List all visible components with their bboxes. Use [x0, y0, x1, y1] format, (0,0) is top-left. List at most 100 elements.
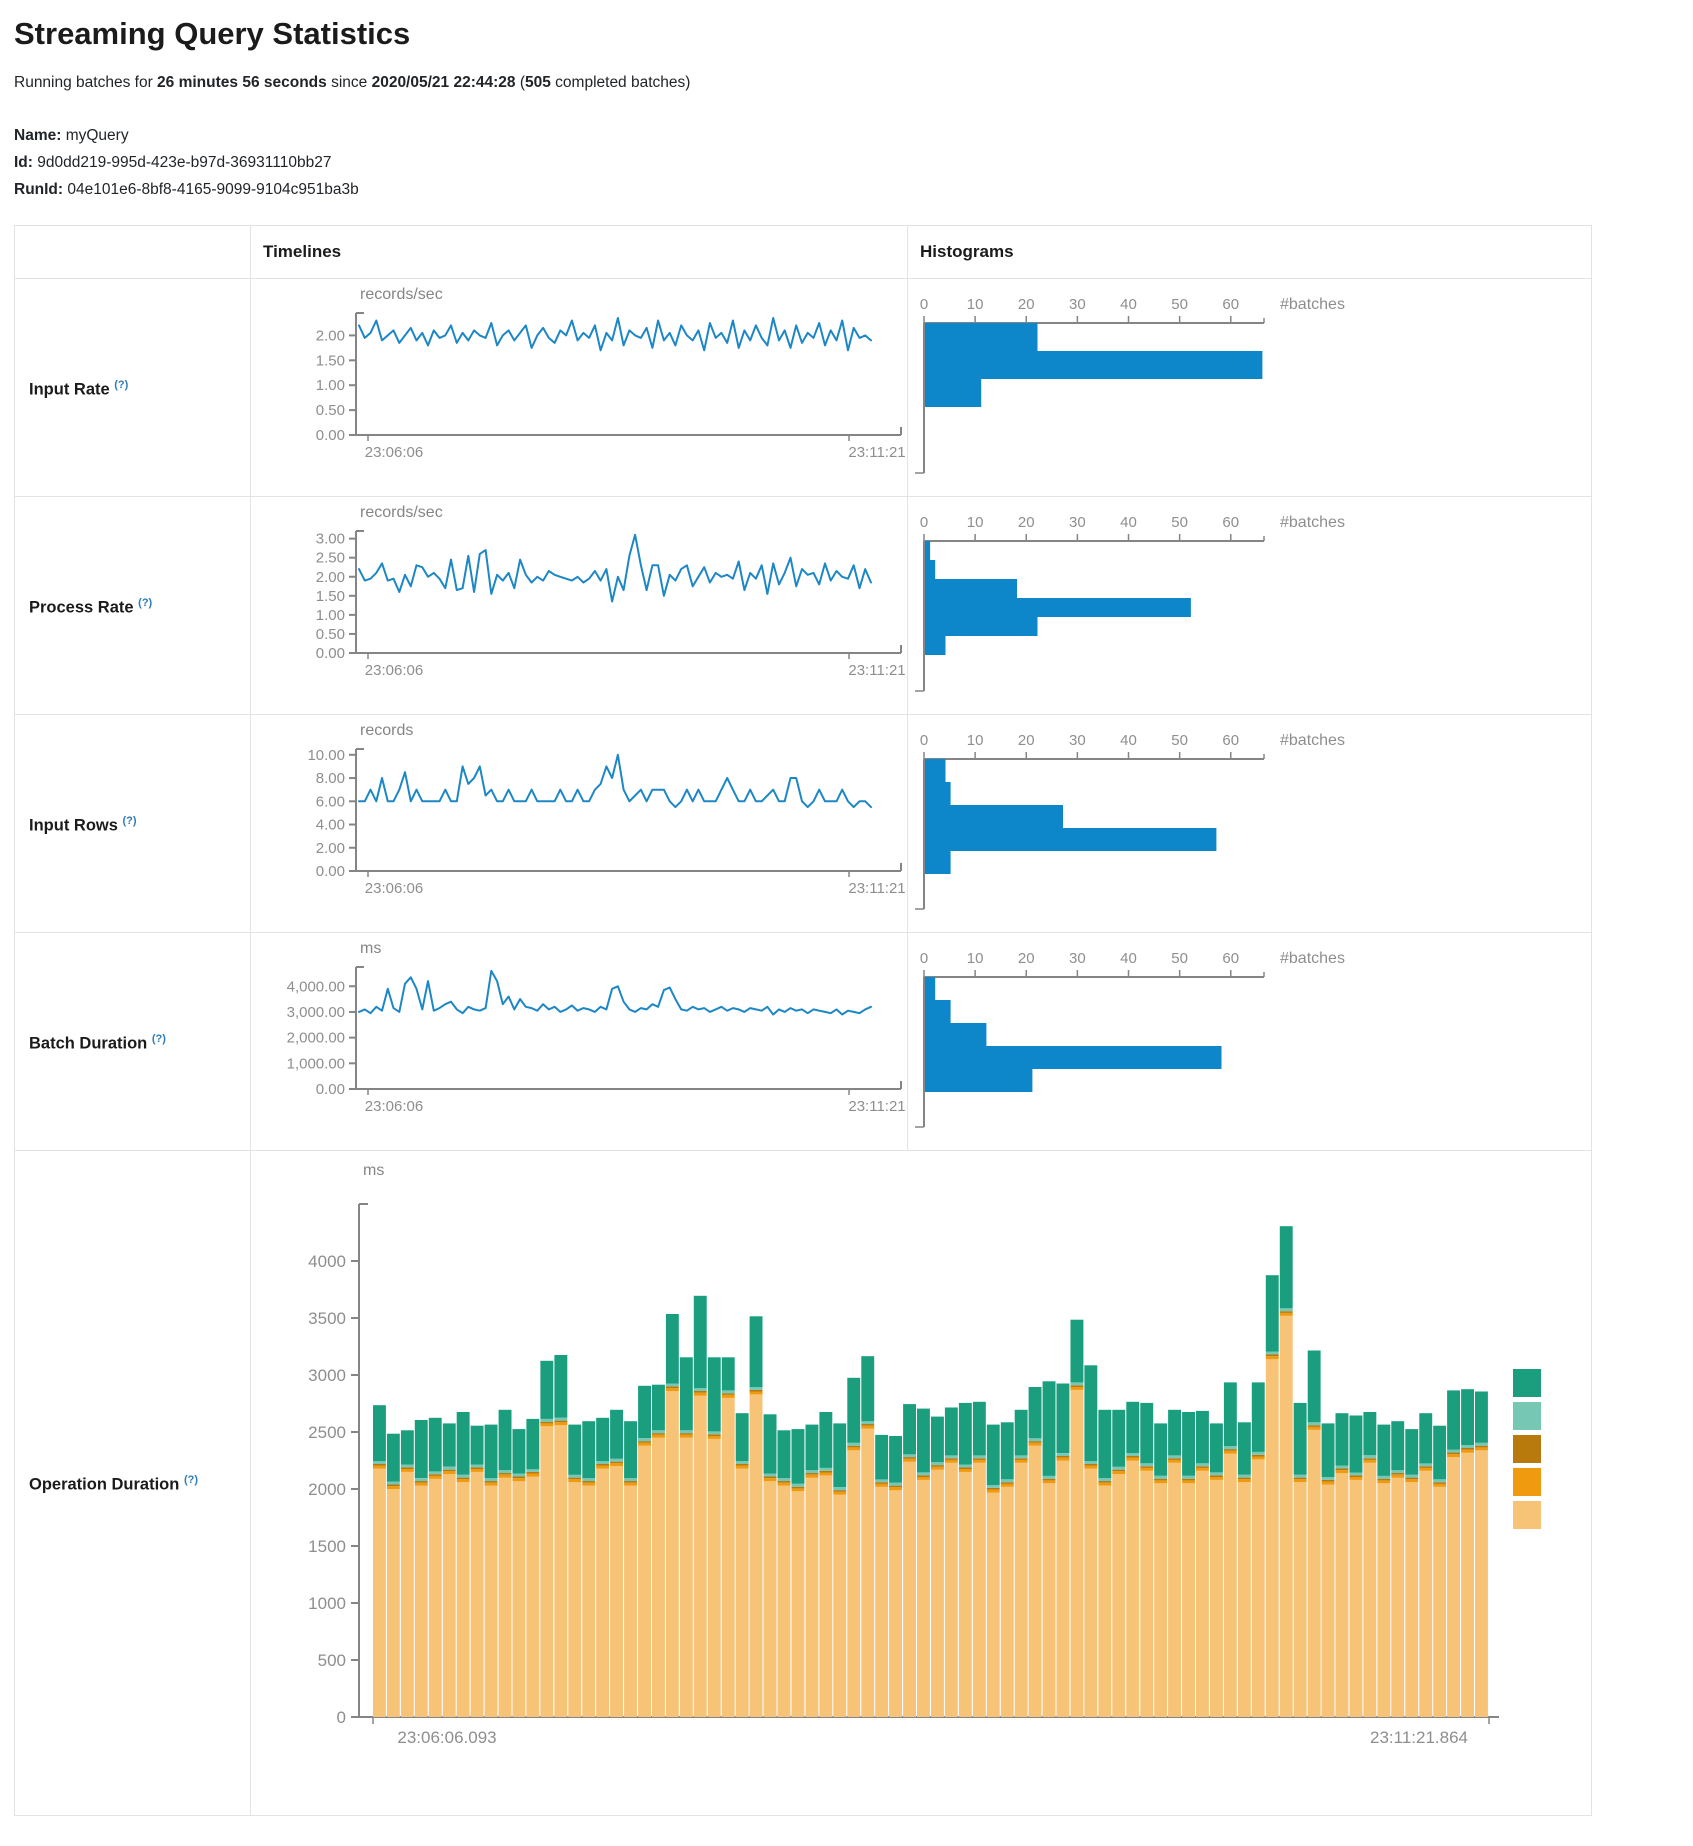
- svg-text:records/sec: records/sec: [360, 286, 443, 303]
- svg-text:1.50: 1.50: [316, 352, 345, 369]
- input-rows-label-cell: Input Rows (?): [14, 714, 251, 933]
- svg-text:40: 40: [1120, 950, 1137, 967]
- query-name-label: Name:: [14, 127, 62, 144]
- svg-text:2500: 2500: [308, 1423, 346, 1442]
- svg-text:23:06:06: 23:06:06: [365, 880, 423, 897]
- svg-text:23:11:21: 23:11:21: [848, 444, 905, 461]
- svg-text:0.50: 0.50: [316, 626, 345, 643]
- query-id-value: 9d0dd219-995d-423e-b97d-36931110bb27: [37, 154, 332, 171]
- svg-text:500: 500: [318, 1651, 346, 1670]
- query-id-label: Id:: [14, 154, 33, 171]
- input-rate-histogram-chart: 0 10 20 30 40 50 60 #batches: [915, 296, 1345, 474]
- batch-duration-label: Batch Duration: [29, 1034, 148, 1053]
- svg-text:20: 20: [1018, 732, 1035, 749]
- process-rate-histogram-cell: 0 10 20 30 40 50 60 #batches: [907, 496, 1592, 715]
- svg-text:30: 30: [1069, 732, 1086, 749]
- svg-text:20: 20: [1018, 514, 1035, 531]
- svg-text:2.00: 2.00: [316, 327, 345, 344]
- svg-text:0.00: 0.00: [316, 645, 345, 662]
- svg-text:2.50: 2.50: [316, 550, 345, 567]
- svg-text:2.00: 2.00: [316, 840, 345, 857]
- svg-text:60: 60: [1222, 296, 1239, 313]
- legend-swatch-dark-gold: [1513, 1435, 1541, 1463]
- summary-prefix: Running batches for: [14, 74, 158, 91]
- svg-text:1.00: 1.00: [316, 377, 345, 394]
- svg-text:3.00: 3.00: [316, 531, 345, 548]
- summary-since: 2020/05/21 22:44:28: [371, 74, 516, 91]
- input-rate-histogram-cell: 0 10 20 30 40 50 60 #batches: [907, 278, 1592, 497]
- svg-text:0.00: 0.00: [316, 427, 345, 444]
- svg-text:0: 0: [920, 950, 928, 967]
- svg-text:#batches: #batches: [1280, 732, 1345, 749]
- svg-text:8.00: 8.00: [316, 770, 345, 787]
- input-rate-timeline-cell: records/sec 0.00 0.50 1.00 1.50 2.00 23:06:06 2…: [250, 278, 908, 497]
- input-rows-help-icon[interactable]: (?): [122, 814, 137, 827]
- svg-text:23:06:06: 23:06:06: [365, 444, 423, 461]
- summary-duration: 26 minutes 56 seconds: [157, 74, 327, 91]
- input-rate-timeline-chart: records/sec 0.00 0.50 1.00 1.50 2.00 23:06:06 2…: [316, 286, 906, 461]
- svg-text:50: 50: [1171, 732, 1188, 749]
- operation-duration-label: Operation Duration: [29, 1475, 180, 1494]
- svg-text:2,000.00: 2,000.00: [287, 1030, 345, 1047]
- legend-swatch-green: [1513, 1369, 1541, 1397]
- svg-text:6.00: 6.00: [316, 793, 345, 810]
- svg-text:23:06:06.093: 23:06:06.093: [397, 1728, 496, 1747]
- process-rate-timeline-chart: records/sec 0.00 0.50 1.00 1.50 2.00 2.50 3.00 2…: [316, 504, 906, 679]
- svg-text:3000: 3000: [308, 1366, 346, 1385]
- input-rate-help-icon[interactable]: (?): [114, 378, 129, 391]
- query-runid-label: RunId:: [14, 181, 64, 198]
- svg-text:1.50: 1.50: [316, 588, 345, 605]
- svg-text:#batches: #batches: [1280, 950, 1345, 967]
- svg-text:4,000.00: 4,000.00: [287, 978, 345, 995]
- query-name-value: myQuery: [65, 127, 129, 144]
- page-title: Streaming Query Statistics: [14, 16, 411, 51]
- svg-text:1500: 1500: [308, 1537, 346, 1556]
- batch-duration-help-icon[interactable]: (?): [151, 1032, 166, 1045]
- svg-text:4000: 4000: [308, 1252, 346, 1271]
- svg-text:records/sec: records/sec: [360, 504, 443, 521]
- query-meta: Name: myQuery Id: 9d0dd219-995d-423e-b97…: [14, 122, 1693, 203]
- timelines-column-header: Timelines: [250, 225, 908, 279]
- svg-text:0: 0: [337, 1708, 346, 1727]
- svg-text:23:06:06: 23:06:06: [365, 662, 423, 679]
- process-rate-histogram-chart: 0 10 20 30 40 50 60 #batches: [915, 514, 1345, 692]
- running-summary: Running batches for 26 minutes 56 second…: [14, 74, 1693, 92]
- svg-text:4.00: 4.00: [316, 817, 345, 834]
- operation-duration-legend: [1513, 1369, 1541, 1529]
- input-rate-label: Input Rate: [29, 380, 110, 399]
- summary-suffix: completed batches): [550, 74, 691, 91]
- input-rows-histogram-cell: 0 10 20 30 40 50 60 #batches: [907, 714, 1592, 933]
- svg-text:50: 50: [1171, 950, 1188, 967]
- svg-text:40: 40: [1120, 514, 1137, 531]
- svg-text:#batches: #batches: [1280, 296, 1345, 313]
- legend-swatch-tan: [1513, 1501, 1541, 1529]
- batch-duration-histogram-cell: 0 10 20 30 40 50 60 #batches: [907, 932, 1592, 1151]
- svg-text:23:11:21: 23:11:21: [848, 880, 905, 897]
- input-rows-timeline-chart: records 0.00 2.00 4.00 6.00 8.00 10.00 23:06:06…: [307, 722, 905, 897]
- svg-text:10: 10: [967, 514, 984, 531]
- operation-duration-chart-cell: ms 0 500 1000 1500 2000 2500 3000 3500 4000 23:06:…: [250, 1150, 1592, 1816]
- table-row: Batch Duration (?) ms 0.00 1,000.00 2,000.0…: [14, 932, 1592, 1151]
- svg-text:20: 20: [1018, 296, 1035, 313]
- svg-text:0: 0: [920, 732, 928, 749]
- svg-text:1,000.00: 1,000.00: [287, 1055, 345, 1072]
- svg-text:0.00: 0.00: [316, 863, 345, 880]
- summary-batch-count: 505: [524, 74, 551, 91]
- table-row: Input Rate (?) records/sec 0.00 0.50 1.00 1.…: [14, 278, 1592, 497]
- svg-text:23:11:21.864: 23:11:21.864: [1370, 1728, 1468, 1747]
- process-rate-timeline-cell: records/sec 0.00 0.50 1.00 1.50 2.00 2.50 3.00 2…: [250, 496, 908, 715]
- svg-text:0: 0: [920, 296, 928, 313]
- process-rate-label: Process Rate: [29, 598, 134, 617]
- process-rate-label-cell: Process Rate (?): [14, 496, 251, 715]
- svg-text:1000: 1000: [308, 1594, 346, 1613]
- corner-header-cell: [14, 225, 251, 279]
- svg-text:2000: 2000: [308, 1480, 346, 1499]
- query-runid-line: RunId: 04e101e6-8bf8-4165-9099-9104c951b…: [14, 176, 1693, 203]
- process-rate-help-icon[interactable]: (?): [138, 596, 153, 609]
- svg-text:ms: ms: [363, 1162, 384, 1179]
- operation-duration-help-icon[interactable]: (?): [183, 1474, 198, 1487]
- svg-text:#batches: #batches: [1280, 514, 1345, 531]
- svg-text:60: 60: [1222, 950, 1239, 967]
- summary-open-paren: (: [515, 74, 525, 91]
- svg-text:30: 30: [1069, 296, 1086, 313]
